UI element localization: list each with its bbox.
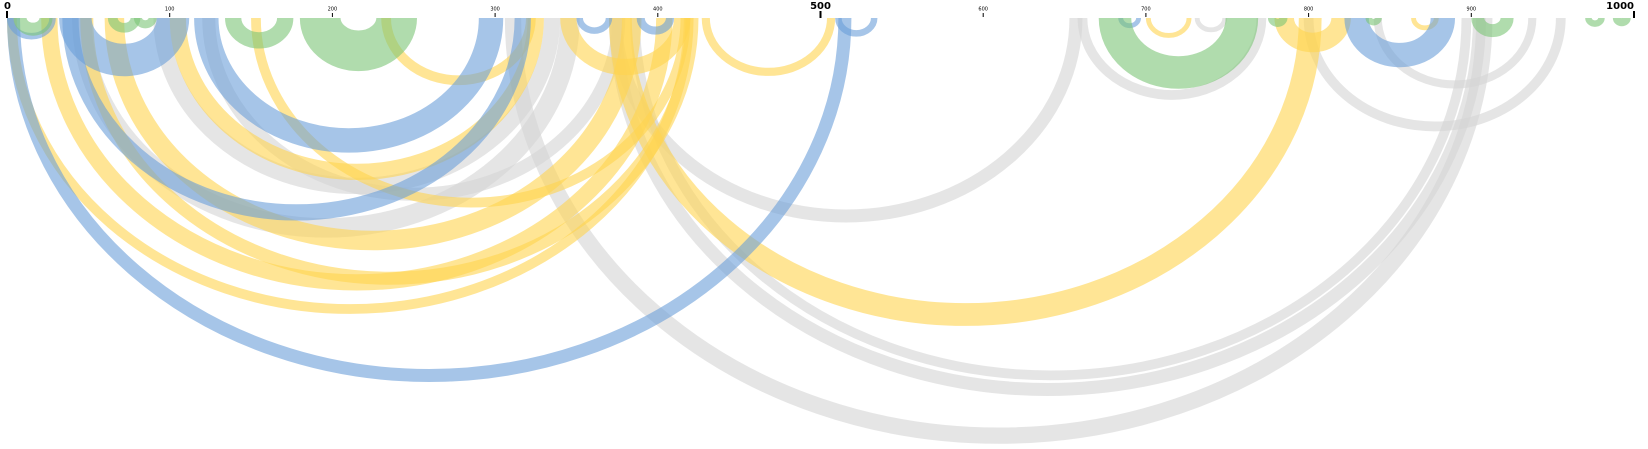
arc-band [1194, 17, 1228, 33]
arc-band [608, 17, 1486, 396]
arc-band [104, 17, 642, 251]
arc-band [59, 17, 190, 77]
arc-band [701, 17, 836, 76]
x-tick-label: 200 [328, 7, 338, 13]
arc-band [835, 17, 878, 37]
x-tick-label: 800 [1304, 7, 1314, 13]
arc-band [194, 17, 504, 153]
x-tick-label: 300 [490, 7, 500, 13]
arc-band [13, 17, 53, 36]
major-tick-label: 500 [810, 1, 831, 12]
arc-band [636, 17, 675, 35]
arc-band [608, 17, 1322, 326]
arc-band [225, 17, 294, 49]
x-tick-label: 700 [1141, 7, 1151, 13]
arc-band [1267, 17, 1288, 27]
arc-band [1471, 17, 1514, 37]
arc-band [1077, 17, 1267, 100]
arc-band [7, 17, 852, 382]
arc-band [62, 17, 531, 221]
arc-band [1365, 17, 1382, 26]
arc-band [299, 16, 418, 72]
major-tick-label: 0 [4, 1, 11, 12]
arc-band [1344, 17, 1456, 68]
x-tick-label: 400 [653, 7, 663, 13]
arc-band [1098, 16, 1259, 89]
x-tick-label: 100 [165, 7, 175, 13]
arc-band [576, 17, 613, 34]
arc-band [251, 17, 691, 208]
arc-band [1303, 17, 1566, 132]
arc-band [560, 17, 691, 76]
arc-band [1274, 17, 1351, 53]
major-tick-label: 1000 [1606, 1, 1634, 12]
arcs [7, 16, 1631, 444]
x-tick-label: 600 [978, 7, 988, 13]
arc-band [133, 17, 157, 29]
arc-band [1145, 17, 1192, 38]
x-tick-label: 900 [1467, 7, 1477, 13]
arc-band [1585, 17, 1605, 27]
arc-band [1612, 17, 1631, 27]
